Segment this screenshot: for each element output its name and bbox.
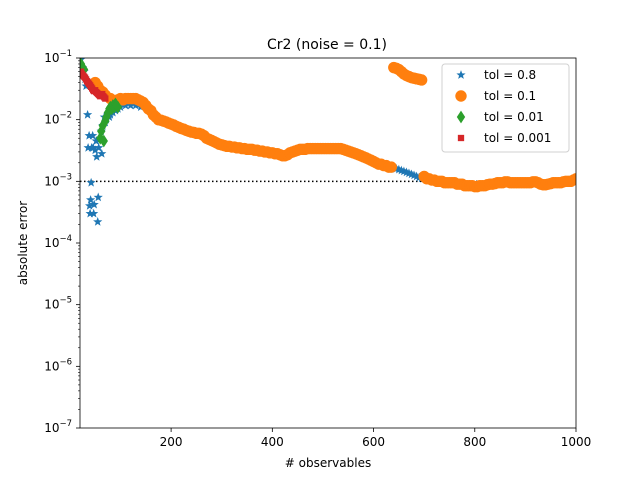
data-point <box>570 173 576 185</box>
data-points-layer <box>80 58 576 226</box>
data-point <box>93 217 103 226</box>
data-point <box>92 151 102 161</box>
data-point <box>385 161 397 173</box>
data-point <box>86 195 96 204</box>
series-2 <box>89 61 576 193</box>
y-tick-label: 10−3 <box>44 172 72 188</box>
y-tick-label: 10−1 <box>44 49 72 65</box>
data-point <box>120 100 131 110</box>
data-point <box>102 95 109 102</box>
data-point <box>91 136 101 145</box>
y-axis-label: absolute error <box>16 201 30 286</box>
x-tick-label: 800 <box>463 435 486 449</box>
x-axis-label: # observables <box>285 456 371 470</box>
y-tick-label: 10−7 <box>44 419 72 435</box>
data-point <box>88 130 98 140</box>
data-point <box>83 109 93 119</box>
legend-marker <box>457 134 465 142</box>
data-point <box>126 100 136 110</box>
data-point <box>94 142 104 152</box>
data-point <box>131 100 141 110</box>
legend-label: tol = 0.001 <box>484 131 551 145</box>
legend-marker <box>456 70 466 79</box>
data-point <box>89 208 99 218</box>
data-point <box>88 142 98 152</box>
data-point <box>89 199 99 209</box>
data-point <box>97 148 107 158</box>
y-tick-label: 10−4 <box>44 234 72 250</box>
y-tick-label: 10−6 <box>44 357 72 373</box>
data-point <box>102 110 111 124</box>
legend-label: tol = 0.8 <box>484 68 536 82</box>
data-point <box>113 100 123 114</box>
data-point <box>84 130 94 140</box>
y-tick-label: 10−2 <box>44 111 72 127</box>
x-tick-label: 1000 <box>561 435 592 449</box>
series-4 <box>80 68 109 102</box>
legend-marker <box>455 90 467 102</box>
data-point <box>93 192 103 202</box>
chart-title: Cr2 (noise = 0.1) <box>267 37 387 53</box>
x-axis: 200 400 600 800 1000 <box>160 428 592 449</box>
data-point <box>85 208 95 218</box>
data-point <box>86 177 96 187</box>
x-tick-label: 400 <box>261 435 284 449</box>
data-point <box>85 201 95 210</box>
data-point <box>90 145 100 155</box>
x-tick-label: 200 <box>160 435 183 449</box>
x-tick-label: 600 <box>362 435 385 449</box>
data-point <box>99 134 108 148</box>
data-point <box>83 142 93 152</box>
legend-box <box>441 63 570 153</box>
legend: tol = 0.8 tol = 0.1 tol = 0.01 tol = 0.001 <box>441 63 570 153</box>
data-point <box>415 74 428 86</box>
legend-marker <box>456 110 466 124</box>
legend-label: tol = 0.01 <box>484 110 544 124</box>
y-tick-label: 10−5 <box>44 296 72 312</box>
data-point <box>411 171 422 181</box>
legend-label: tol = 0.1 <box>484 89 536 103</box>
y-axis: 10−7 10−6 10−5 10−4 10−3 10−2 10−1 <box>44 49 80 435</box>
series-3 <box>80 58 123 148</box>
